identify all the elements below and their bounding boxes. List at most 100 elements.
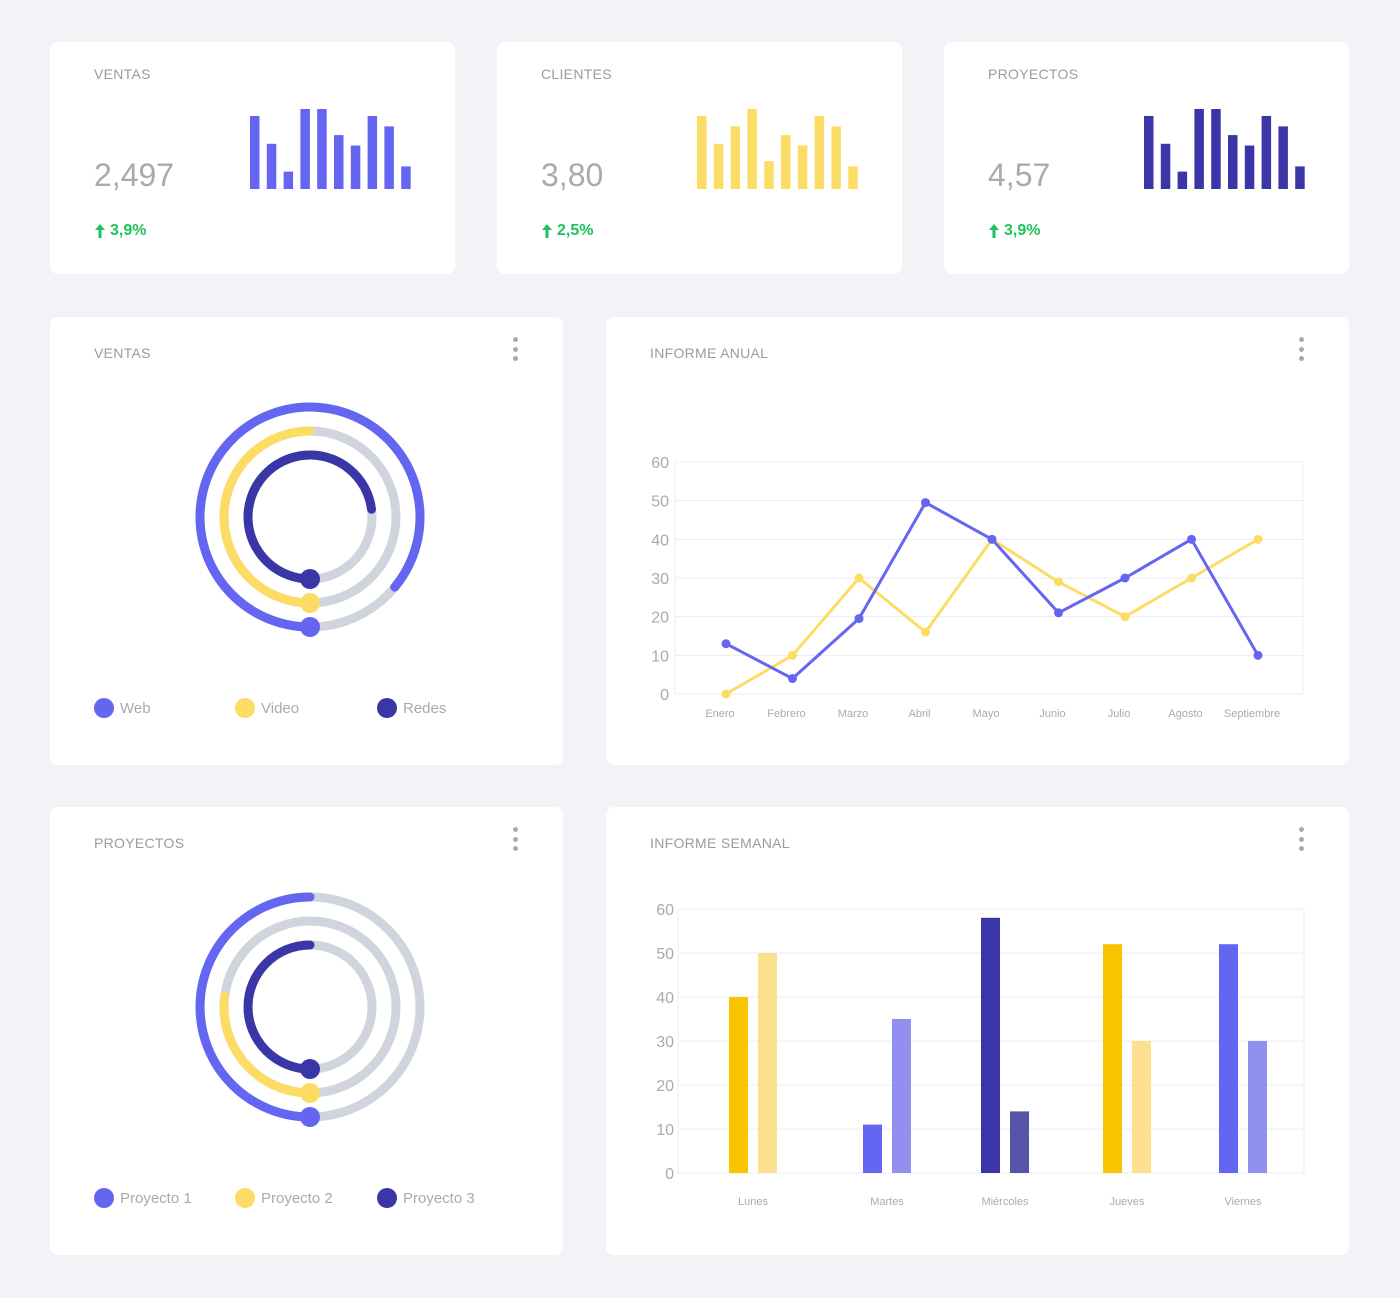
- proyectos-ring-chart: [195, 892, 425, 1127]
- legend-label: Proyecto 3: [403, 1189, 475, 1207]
- y-tick-label: 20: [651, 610, 669, 627]
- legend-dot: [377, 1188, 397, 1208]
- stat-card-clientes: CLIENTES 3,80 2,5%: [497, 42, 902, 274]
- legend-item-proyecto-1: Proyecto 1: [94, 1188, 192, 1208]
- legend-label: Proyecto 2: [261, 1189, 333, 1207]
- mini-bar: [1228, 135, 1238, 189]
- bar: [1103, 944, 1122, 1173]
- data-point: [854, 573, 864, 583]
- ring-arc: [195, 402, 425, 632]
- series-line: [725, 501, 1260, 681]
- y-tick-label: 10: [651, 648, 669, 665]
- bar: [892, 1019, 911, 1173]
- more-vertical-icon[interactable]: [510, 827, 520, 851]
- stat-change: 2,5%: [541, 222, 593, 240]
- y-tick-label: 40: [656, 990, 674, 1007]
- mini-bar: [1144, 115, 1154, 189]
- stat-card-ventas: VENTAS 2,497 3,9%: [50, 42, 455, 274]
- x-tick-label: Julio: [1108, 708, 1131, 720]
- bar: [863, 1124, 882, 1173]
- data-point: [921, 498, 930, 508]
- more-vertical-icon[interactable]: [510, 337, 520, 361]
- stat-change: 3,9%: [94, 222, 146, 240]
- arrow-up-icon: [989, 224, 999, 238]
- mini-bar: [250, 115, 260, 189]
- ring-knob: [300, 593, 320, 613]
- legend-dot: [94, 698, 114, 718]
- legend-label: Proyecto 1: [120, 1189, 192, 1207]
- ring-knob: [300, 1107, 320, 1127]
- y-tick-label: 0: [660, 687, 669, 704]
- legend-label: Redes: [403, 699, 447, 717]
- y-tick-label: 40: [651, 532, 669, 549]
- data-point: [1187, 534, 1196, 544]
- data-point: [1120, 612, 1130, 622]
- legend-dot: [235, 698, 255, 718]
- stat-value: 2,497: [94, 157, 175, 193]
- mini-bar-chart: [697, 109, 858, 189]
- y-tick-label: 30: [651, 571, 669, 588]
- y-tick-label: 60: [656, 902, 674, 919]
- data-point: [788, 650, 797, 660]
- card-title: PROYECTOS: [94, 835, 185, 851]
- arrow-up-icon: [542, 224, 552, 238]
- mini-bar: [781, 135, 791, 189]
- ring-arc: [219, 426, 315, 608]
- y-tick-label: 20: [656, 1078, 674, 1095]
- mini-bar: [350, 145, 361, 189]
- bar: [1132, 1041, 1151, 1173]
- stat-change-label: 3,9%: [110, 222, 147, 239]
- mini-bar: [831, 126, 841, 189]
- mini-bar: [797, 145, 808, 189]
- proyectos-donut-card: PROYECTOS Proyecto 1 Proyecto 2 Proyecto…: [50, 807, 563, 1255]
- data-point: [721, 639, 731, 649]
- x-tick-label: Abril: [908, 708, 930, 720]
- bar: [1010, 1111, 1029, 1173]
- x-tick-label: Agosto: [1168, 708, 1202, 720]
- x-tick-label: Lunes: [738, 1196, 768, 1208]
- mini-bar: [697, 115, 707, 189]
- data-point: [1054, 608, 1063, 618]
- mini-bar: [848, 166, 858, 189]
- stat-card-title: VENTAS: [94, 66, 151, 82]
- data-point: [1120, 573, 1130, 583]
- stat-change-label: 3,9%: [1004, 222, 1041, 239]
- ring-arc: [219, 991, 315, 1098]
- ventas-legend: Web Video Redes: [94, 698, 514, 724]
- mini-bar: [1211, 109, 1221, 189]
- data-point: [987, 534, 997, 544]
- y-tick-label: 0: [665, 1166, 674, 1183]
- legend-item-web: Web: [94, 698, 151, 718]
- stat-change: 3,9%: [988, 222, 1040, 240]
- legend-dot: [94, 1188, 114, 1208]
- stat-change-label: 2,5%: [557, 222, 594, 239]
- x-tick-label: Jueves: [1110, 1196, 1145, 1208]
- x-tick-label: Marzo: [838, 708, 869, 720]
- y-tick-label: 50: [656, 946, 674, 963]
- legend-dot: [235, 1188, 255, 1208]
- mini-bar: [713, 143, 724, 189]
- bar: [729, 997, 748, 1173]
- mini-bar: [1177, 171, 1188, 189]
- card-title: INFORME SEMANAL: [650, 835, 790, 851]
- more-vertical-icon[interactable]: [1296, 337, 1306, 361]
- mini-bar: [747, 109, 757, 189]
- data-point: [921, 627, 930, 637]
- y-tick-label: 30: [656, 1034, 674, 1051]
- ring-knob: [300, 1083, 320, 1103]
- mini-bar: [1160, 143, 1171, 189]
- mini-bar: [1295, 166, 1305, 189]
- ring-arc: [195, 892, 315, 1122]
- x-tick-label: Mayo: [973, 708, 1000, 720]
- legend-item-video: Video: [235, 698, 299, 718]
- data-point: [1253, 534, 1263, 544]
- ring-arc: [243, 940, 315, 1074]
- mini-bar: [1194, 109, 1204, 189]
- stat-value: 3,80: [541, 157, 604, 193]
- x-tick-label: Viernes: [1224, 1196, 1262, 1208]
- mini-bar: [266, 143, 277, 189]
- x-tick-label: Martes: [870, 1196, 904, 1208]
- more-vertical-icon[interactable]: [1296, 827, 1306, 851]
- ring-knob: [300, 569, 320, 589]
- data-point: [1187, 573, 1196, 583]
